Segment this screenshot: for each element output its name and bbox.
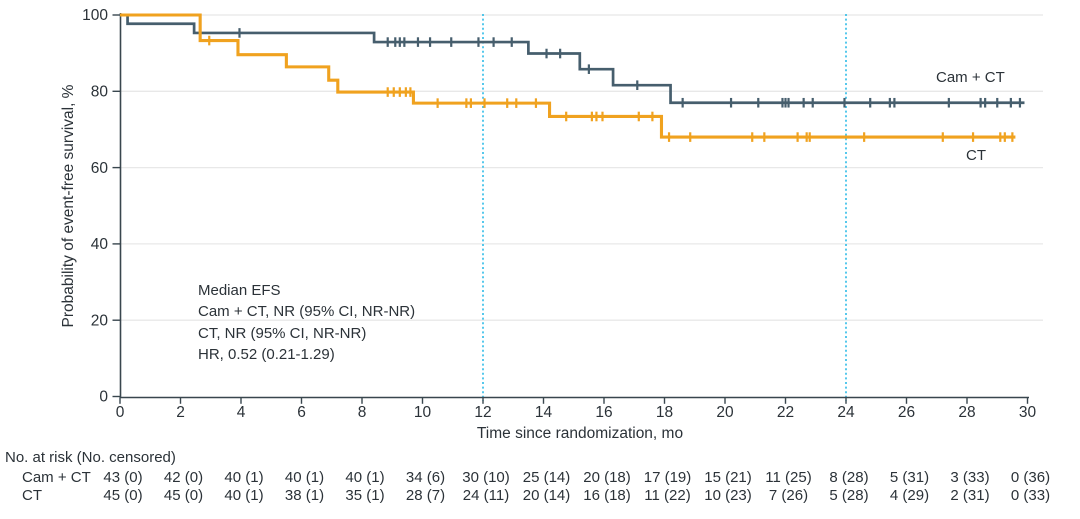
y-tick-label-80: 80 bbox=[91, 84, 109, 101]
risk-cell: 16 (18) bbox=[583, 487, 631, 504]
risk-cell: 4 (29) bbox=[889, 487, 930, 504]
annotation-line-title: Median EFS bbox=[198, 282, 281, 299]
km-curve-cam-ct bbox=[120, 13, 1025, 105]
x-axis-title: Time since randomization, mo bbox=[476, 425, 684, 442]
gridlines bbox=[120, 14, 1043, 321]
reference-lines bbox=[482, 14, 847, 401]
risk-cell: 40 (1) bbox=[224, 469, 264, 486]
x-tick-label-2: 2 bbox=[176, 404, 185, 421]
risk-cell: 15 (21) bbox=[704, 469, 752, 486]
risk-row-label-ct: CT bbox=[22, 487, 42, 504]
x-tick-label-28: 28 bbox=[958, 404, 975, 421]
km-curve-ct bbox=[120, 13, 1016, 139]
x-tick-label-22: 22 bbox=[777, 404, 794, 421]
risk-table-header: No. at risk (No. censored) bbox=[5, 449, 176, 466]
risk-cell: 40 (1) bbox=[284, 469, 325, 486]
risk-cell: 40 (1) bbox=[345, 469, 385, 486]
annotation-line-hr: HR, 0.52 (0.21-1.29) bbox=[198, 346, 335, 364]
risk-cell: 40 (1) bbox=[224, 487, 264, 504]
risk-cell: 35 (1) bbox=[345, 487, 385, 504]
risk-cell: 3 (33) bbox=[950, 469, 990, 486]
curve-label-ct: CT bbox=[966, 147, 986, 164]
risk-cell: 20 (18) bbox=[583, 469, 631, 486]
risk-cell: 30 (10) bbox=[462, 469, 510, 486]
curve-label-cam-ct: Cam + CT bbox=[936, 69, 1005, 86]
x-tick-label-4: 4 bbox=[237, 404, 246, 421]
risk-cell: 45 (0) bbox=[103, 487, 143, 504]
risk-cell: 0 (33) bbox=[1010, 487, 1051, 504]
risk-cell: 25 (14) bbox=[522, 469, 571, 486]
y-tick-label-60: 60 bbox=[91, 160, 109, 177]
y-tick-label-100: 100 bbox=[82, 7, 108, 24]
x-tick-label-18: 18 bbox=[656, 404, 673, 421]
risk-cell: 34 (6) bbox=[405, 469, 446, 486]
y-tick-label-20: 20 bbox=[91, 312, 109, 329]
x-tick-label-30: 30 bbox=[1019, 404, 1037, 421]
risk-cell: 17 (19) bbox=[643, 469, 692, 486]
annotation-line-camct: Cam + CT, NR (95% CI, NR-NR) bbox=[198, 303, 416, 321]
risk-cell: 43 (0) bbox=[103, 469, 143, 486]
annotation-line-ct: CT, NR (95% CI, NR-NR) bbox=[198, 324, 367, 342]
y-tick-label-0: 0 bbox=[99, 389, 108, 406]
risk-row-label-cam-ct: Cam + CT bbox=[22, 469, 91, 486]
km-series-cam-ct bbox=[120, 13, 1025, 108]
x-tick-label-20: 20 bbox=[716, 404, 734, 421]
y-axis-title: Probability of event-free survival, % bbox=[60, 84, 77, 328]
risk-cell: 38 (1) bbox=[284, 487, 325, 504]
risk-cell: 24 (11) bbox=[462, 487, 510, 504]
risk-cell: 8 (28) bbox=[829, 469, 869, 486]
risk-cell: 20 (14) bbox=[522, 487, 571, 504]
risk-cell: 2 (31) bbox=[950, 487, 990, 504]
x-tick-label-12: 12 bbox=[474, 404, 491, 421]
risk-cell: 10 (23) bbox=[704, 487, 752, 504]
km-series-ct bbox=[120, 13, 1016, 142]
x-tick-label-0: 0 bbox=[116, 404, 125, 421]
risk-cell: 11 (22) bbox=[644, 487, 691, 504]
y-tick-label-40: 40 bbox=[91, 236, 109, 253]
risk-cell: 5 (28) bbox=[829, 487, 869, 504]
risk-cell: 11 (25) bbox=[765, 469, 812, 486]
x-tick-label-14: 14 bbox=[535, 404, 553, 421]
risk-cell: 45 (0) bbox=[163, 487, 204, 504]
x-tick-label-10: 10 bbox=[414, 404, 432, 421]
risk-cell: 28 (7) bbox=[405, 487, 446, 504]
median-efs-annotation: Median EFS Cam + CT, NR (95% CI, NR-NR) … bbox=[198, 280, 415, 366]
risk-cell: 0 (36) bbox=[1010, 469, 1051, 486]
x-tick-label-8: 8 bbox=[358, 404, 367, 421]
x-tick-label-6: 6 bbox=[297, 404, 306, 421]
risk-cell: 42 (0) bbox=[163, 469, 204, 486]
x-tick-label-26: 26 bbox=[898, 404, 915, 421]
risk-cell: 5 (31) bbox=[889, 469, 930, 486]
x-tick-label-16: 16 bbox=[595, 404, 612, 421]
x-tick-label-24: 24 bbox=[837, 404, 855, 421]
risk-cell: 7 (26) bbox=[768, 487, 809, 504]
